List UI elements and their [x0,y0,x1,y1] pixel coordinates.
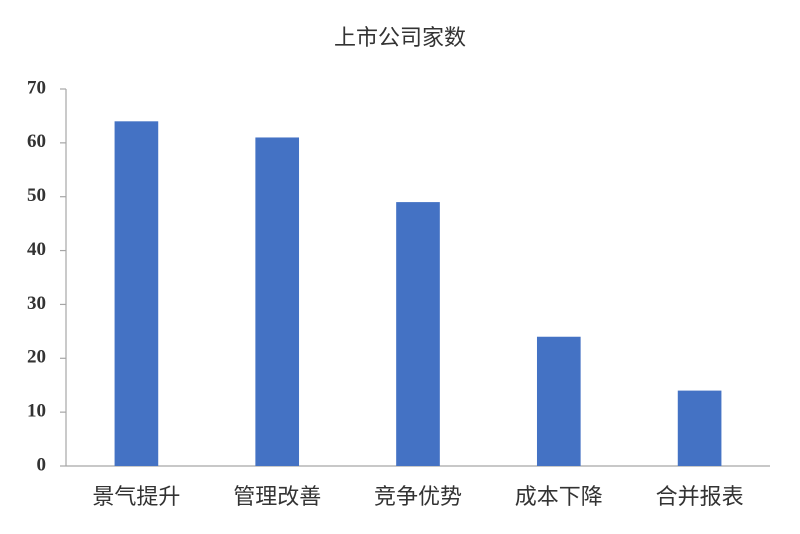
y-tick-label: 50 [27,185,46,206]
y-tick-label: 40 [27,239,46,260]
x-tick-label: 景气提升 [92,484,180,509]
y-tick-label: 60 [27,131,46,152]
x-tick-label: 合并报表 [656,484,744,509]
x-tick-label: 成本下降 [515,484,603,509]
chart-title: 上市公司家数 [334,25,466,50]
bar [536,336,581,466]
x-tick-label: 管理改善 [233,484,321,509]
x-tick-label: 竞争优势 [374,484,462,509]
y-tick-label: 70 [27,77,46,98]
bar [255,137,300,466]
bar [677,390,722,466]
y-tick-label: 0 [37,454,47,475]
y-tick-label: 10 [27,401,46,422]
y-tick-label: 30 [27,293,46,314]
bar [114,121,159,467]
y-tick-label: 20 [27,347,46,368]
bar [396,202,440,466]
